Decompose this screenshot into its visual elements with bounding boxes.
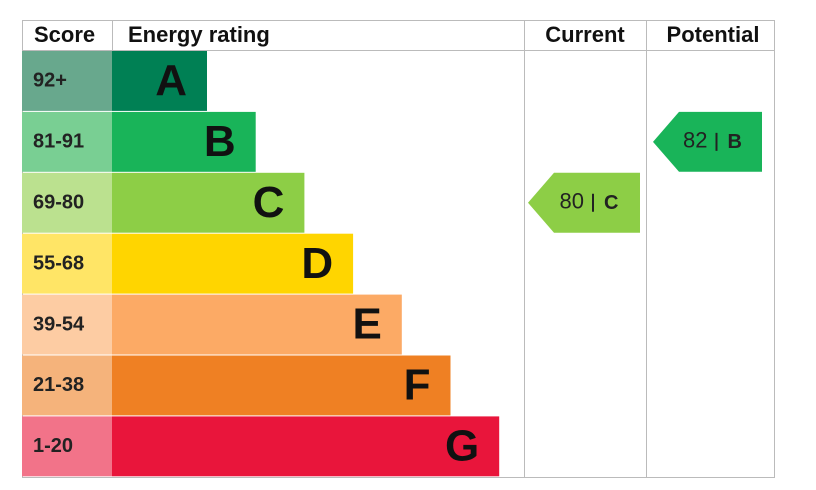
potential-letter: B — [728, 131, 742, 153]
header-potential: Potential — [667, 22, 760, 47]
potential-value: 82 — [683, 128, 707, 153]
rating-bar — [112, 294, 402, 355]
header-rating: Energy rating — [128, 22, 270, 47]
rating-bar — [112, 355, 451, 416]
rating-bar — [112, 111, 256, 172]
score-cell — [22, 233, 112, 294]
score-label: 39-54 — [33, 313, 85, 335]
score-label: 1-20 — [33, 435, 73, 457]
score-label: 55-68 — [33, 252, 84, 274]
score-cell — [22, 51, 112, 111]
score-label: 69-80 — [33, 192, 84, 214]
score-label: 21-38 — [33, 374, 84, 396]
score-cell — [22, 294, 112, 355]
rating-letter: D — [301, 239, 333, 288]
rating-letter: C — [253, 178, 285, 227]
current-arrow — [528, 172, 640, 233]
rating-bar — [112, 416, 500, 477]
rating-letter: E — [352, 300, 381, 349]
header-score: Score — [34, 22, 95, 47]
score-cell — [22, 416, 112, 477]
potential-arrow — [653, 111, 762, 172]
rating-bar — [112, 51, 207, 111]
rating-letter: B — [204, 117, 236, 166]
score-label: 81-91 — [33, 131, 84, 153]
score-cell — [22, 355, 112, 416]
header-current: Current — [545, 22, 625, 47]
score-label: 92+ — [33, 70, 67, 92]
score-cell — [22, 172, 112, 233]
rating-bar — [112, 172, 305, 233]
rating-letter: A — [155, 56, 187, 105]
rating-letter: G — [445, 421, 479, 470]
current-value: 80 — [560, 189, 584, 214]
current-letter: C — [604, 192, 618, 214]
rating-letter: F — [404, 361, 431, 410]
rating-bar — [112, 233, 354, 294]
score-cell — [22, 111, 112, 172]
